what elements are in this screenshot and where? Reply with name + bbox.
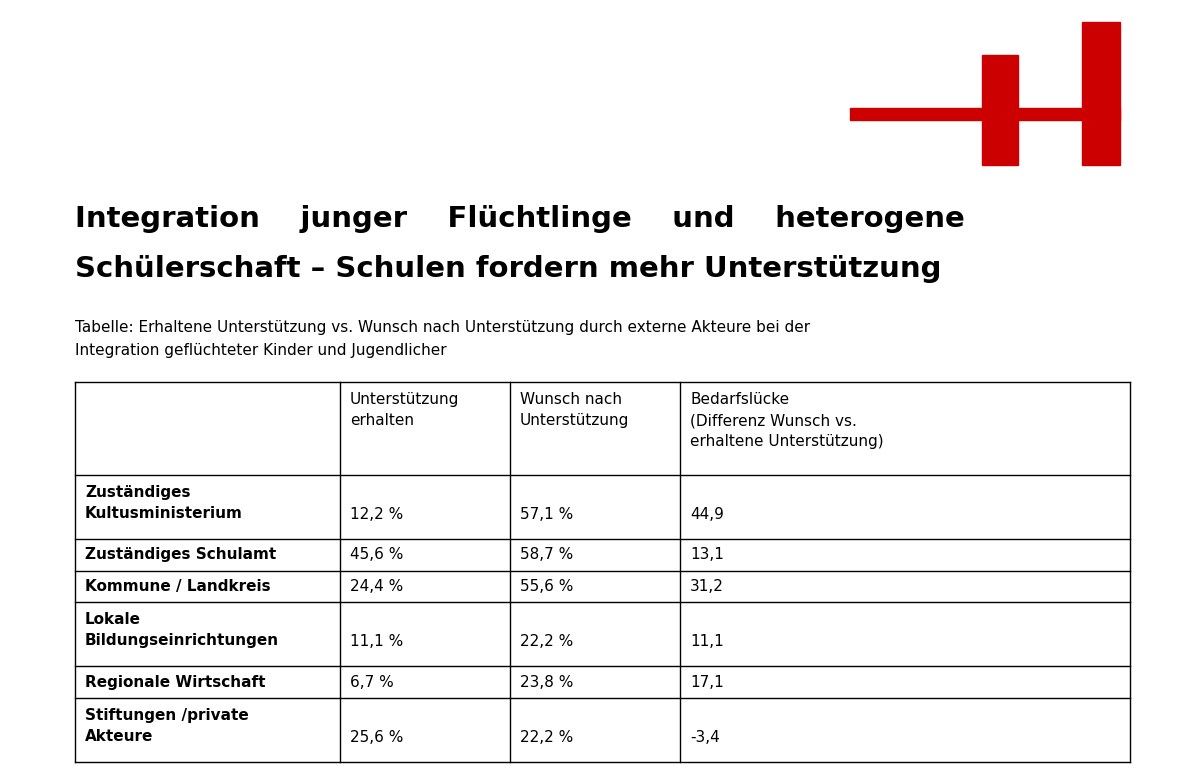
Text: 57,1 %: 57,1 % — [520, 507, 574, 522]
Text: -3,4: -3,4 — [690, 730, 720, 745]
Text: Lokale
Bildungseinrichtungen: Lokale Bildungseinrichtungen — [85, 612, 280, 649]
Text: Kommune / Landkreis: Kommune / Landkreis — [85, 579, 271, 594]
Text: 23,8 %: 23,8 % — [520, 675, 574, 690]
Text: Bedarfslücke
(Differenz Wunsch vs.
erhaltene Unterstützung): Bedarfslücke (Differenz Wunsch vs. erhal… — [690, 392, 883, 449]
Bar — [1082, 22, 1120, 165]
Bar — [850, 108, 1120, 120]
Text: Integration geflüchteter Kinder und Jugendlicher: Integration geflüchteter Kinder und Juge… — [74, 343, 446, 358]
Text: 11,1: 11,1 — [690, 635, 724, 649]
Text: Regionale Wirtschaft: Regionale Wirtschaft — [85, 675, 265, 690]
Text: Integration    junger    Flüchtlinge    und    heterogene: Integration junger Flüchtlinge und heter… — [74, 205, 965, 233]
Text: 22,2 %: 22,2 % — [520, 730, 574, 745]
Text: 58,7 %: 58,7 % — [520, 547, 574, 562]
Text: 22,2 %: 22,2 % — [520, 635, 574, 649]
Text: 12,2 %: 12,2 % — [350, 507, 403, 522]
Text: Wunsch nach
Unterstützung: Wunsch nach Unterstützung — [520, 392, 629, 428]
Text: Unterstützung
erhalten: Unterstützung erhalten — [350, 392, 460, 428]
Bar — [982, 55, 1018, 165]
Text: Stiftungen /private
Akteure: Stiftungen /private Akteure — [85, 708, 248, 744]
Text: 44,9: 44,9 — [690, 507, 724, 522]
Text: 25,6 %: 25,6 % — [350, 730, 403, 745]
Text: 13,1: 13,1 — [690, 547, 724, 562]
Text: 55,6 %: 55,6 % — [520, 579, 574, 594]
Text: Tabelle: Erhaltene Unterstützung vs. Wunsch nach Unterstützung durch externe Akt: Tabelle: Erhaltene Unterstützung vs. Wun… — [74, 320, 810, 335]
Text: 31,2: 31,2 — [690, 579, 724, 594]
Text: 45,6 %: 45,6 % — [350, 547, 403, 562]
Text: Schülerschaft – Schulen fordern mehr Unterstützung: Schülerschaft – Schulen fordern mehr Unt… — [74, 255, 942, 283]
Text: Zuständiges
Kultusministerium: Zuständiges Kultusministerium — [85, 485, 242, 521]
Text: 24,4 %: 24,4 % — [350, 579, 403, 594]
Text: 11,1 %: 11,1 % — [350, 635, 403, 649]
Text: 17,1: 17,1 — [690, 675, 724, 690]
Text: 6,7 %: 6,7 % — [350, 675, 394, 690]
Text: Zuständiges Schulamt: Zuständiges Schulamt — [85, 547, 276, 562]
